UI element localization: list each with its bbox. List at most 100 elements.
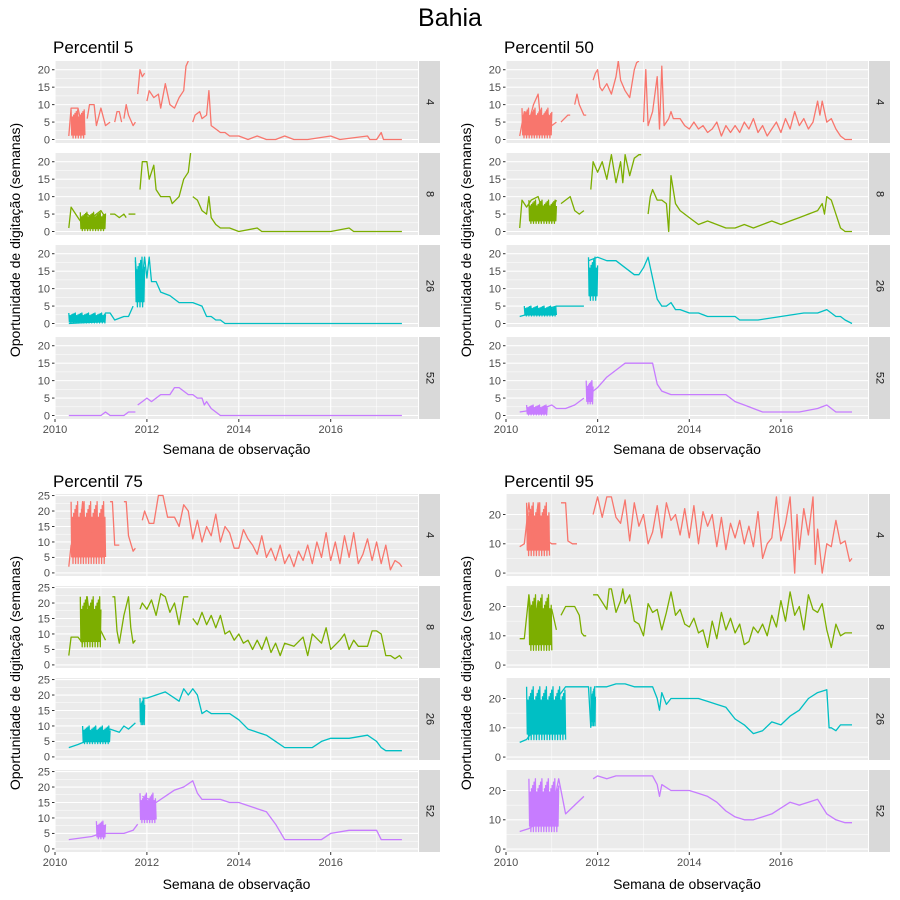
series-line-4 bbox=[592, 61, 640, 99]
x-tick-label: 2016 bbox=[769, 857, 793, 869]
facet-panel-8: 0 5 10 15 20 8 bbox=[38, 153, 440, 238]
x-axis-label: Semana de observação bbox=[163, 441, 311, 457]
series-line-4 bbox=[519, 502, 557, 548]
panel-background bbox=[506, 770, 868, 852]
y-tick-label: 5 bbox=[44, 301, 50, 313]
series-line-52 bbox=[95, 820, 107, 840]
figure-title: Bahia bbox=[418, 4, 482, 32]
y-tick-label: 10 bbox=[489, 191, 501, 203]
panel-background bbox=[506, 153, 868, 235]
y-tick-label: 20 bbox=[38, 249, 50, 261]
series-line-4 bbox=[519, 93, 557, 137]
y-axis-label: Oportunidade de digitação (semanas) bbox=[7, 123, 23, 357]
facet-panel-52: 0 10 20 52 bbox=[489, 770, 890, 856]
series-line-52 bbox=[528, 778, 560, 833]
series-line-52 bbox=[137, 386, 402, 417]
panel-background bbox=[55, 61, 418, 143]
x-axis-label: Semana de observação bbox=[613, 876, 761, 892]
y-tick-label: 15 bbox=[38, 174, 50, 186]
chart-block-1: Percentil 505101520405101520805101520260… bbox=[7, 38, 440, 457]
y-tick-label: 15 bbox=[38, 797, 50, 809]
facet-strip-label: 4 bbox=[874, 532, 886, 538]
facet-strip-label: 8 bbox=[424, 624, 436, 630]
series-line-4 bbox=[192, 90, 402, 141]
y-tick-label: 10 bbox=[489, 723, 501, 735]
panel-background bbox=[55, 245, 418, 327]
chart-block-4: Percentil 95 0 10 20 4 0 10 20 8 0 10 20 26 0 10 20 52 20… bbox=[458, 472, 890, 892]
y-tick-label: 10 bbox=[489, 283, 501, 295]
series-group bbox=[519, 61, 852, 141]
facet-strip bbox=[419, 337, 440, 419]
y-tick-label: 15 bbox=[38, 82, 50, 94]
series-group bbox=[68, 494, 403, 571]
series-line-8 bbox=[519, 195, 557, 229]
y-tick-label: 10 bbox=[38, 375, 50, 387]
y-tick-label: 10 bbox=[38, 99, 50, 111]
series-line-52 bbox=[68, 411, 136, 417]
facet-strip-label: 26 bbox=[424, 280, 436, 292]
series-line-26 bbox=[68, 312, 107, 324]
series-line-26 bbox=[590, 686, 597, 727]
chart-title: Percentil 50 bbox=[504, 38, 594, 57]
facet-panel-4: 0 5 10 15 20 25 4 bbox=[38, 490, 440, 580]
facet-strip-label: 8 bbox=[874, 191, 886, 197]
chart-title: Percentil 95 bbox=[504, 472, 594, 491]
series-line-8 bbox=[139, 153, 192, 205]
facet-panel-26: 0 5 10 15 20 26 bbox=[38, 245, 440, 330]
series-line-4 bbox=[70, 109, 86, 139]
series-group bbox=[68, 780, 402, 841]
series-line-4 bbox=[114, 110, 123, 123]
facet-strip-label: 4 bbox=[424, 532, 436, 538]
x-tick-label: 2012 bbox=[585, 857, 609, 869]
x-tick-label: 2016 bbox=[318, 857, 342, 869]
x-tick-label: 2010 bbox=[494, 424, 518, 436]
y-tick-label: 10 bbox=[489, 631, 501, 643]
y-tick-label: 25 bbox=[38, 766, 50, 778]
series-line-4 bbox=[560, 114, 571, 123]
series-line-4 bbox=[561, 502, 577, 545]
y-tick-label: 0 bbox=[44, 568, 50, 580]
series-group bbox=[519, 154, 852, 233]
facet-strip-label: 26 bbox=[874, 713, 886, 725]
series-group bbox=[68, 688, 402, 752]
facet-strip bbox=[869, 245, 890, 327]
facet-strip-label: 8 bbox=[874, 624, 886, 630]
y-tick-label: 25 bbox=[38, 582, 50, 594]
facet-strip-label: 52 bbox=[874, 805, 886, 817]
series-line-8 bbox=[519, 594, 558, 640]
series-line-8 bbox=[560, 605, 587, 637]
y-tick-label: 5 bbox=[495, 209, 501, 221]
facet-panel-4: 0 5 10 15 20 4 bbox=[489, 61, 890, 146]
x-tick-label: 2010 bbox=[494, 857, 518, 869]
series-group bbox=[68, 593, 403, 660]
facet-strip-label: 52 bbox=[424, 805, 436, 817]
series-line-26 bbox=[587, 256, 599, 301]
series-line-4 bbox=[68, 107, 84, 137]
series-group bbox=[519, 683, 852, 743]
panel-background bbox=[506, 337, 868, 419]
chart-block-3: Percentil 75 0 5 10 15 20 25 4 0 5 10 15 20 25 8 0 5 10 15… bbox=[7, 472, 440, 892]
series-line-8 bbox=[192, 611, 403, 660]
y-tick-label: 5 bbox=[495, 117, 501, 129]
series-line-26 bbox=[139, 697, 146, 726]
x-tick-label: 2010 bbox=[43, 424, 67, 436]
x-tick-label: 2016 bbox=[769, 424, 793, 436]
x-axis-label: Semana de observação bbox=[613, 441, 761, 457]
x-tick-label: 2014 bbox=[227, 424, 251, 436]
y-tick-label: 15 bbox=[489, 82, 501, 94]
series-line-4 bbox=[123, 103, 136, 127]
y-tick-label: 20 bbox=[489, 249, 501, 261]
facet-strip bbox=[869, 494, 890, 576]
series-line-4 bbox=[137, 69, 146, 95]
series-line-8 bbox=[528, 199, 558, 224]
y-tick-label: 25 bbox=[38, 490, 50, 502]
y-tick-label: 20 bbox=[38, 157, 50, 169]
x-tick-label: 2014 bbox=[677, 424, 701, 436]
y-tick-label: 10 bbox=[38, 813, 50, 825]
y-axis-label: Oportunidade de digitação (semanas) bbox=[458, 123, 474, 357]
facet-strip bbox=[419, 494, 440, 576]
facet-strip bbox=[869, 770, 890, 852]
series-line-8 bbox=[68, 206, 81, 229]
series-line-4 bbox=[70, 501, 107, 565]
series-line-26 bbox=[68, 305, 134, 325]
